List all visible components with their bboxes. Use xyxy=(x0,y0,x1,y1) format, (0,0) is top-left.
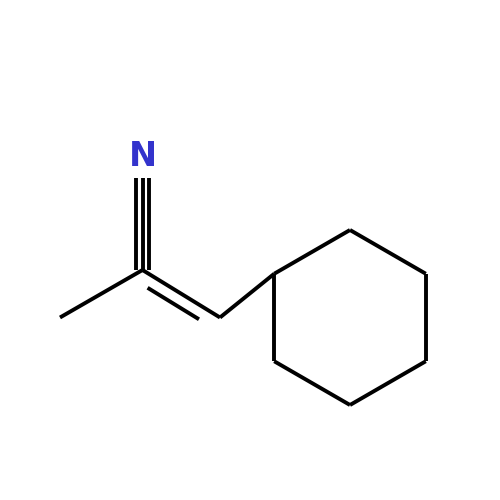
Text: N: N xyxy=(128,140,156,173)
